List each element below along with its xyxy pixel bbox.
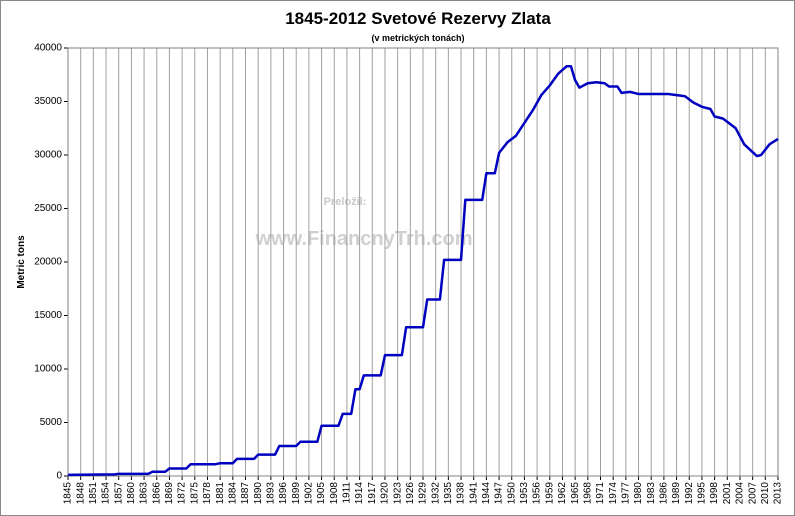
x-tick-label: 1956 [532, 482, 543, 505]
x-tick-label: 1920 [380, 482, 391, 505]
x-tick-label: 1935 [443, 482, 454, 505]
x-tick-label: 1890 [253, 482, 264, 505]
x-tick-label: 1941 [468, 482, 479, 505]
plot-frame [67, 47, 779, 477]
x-tick-label: 1971 [595, 482, 606, 505]
y-tick-label: 30000 [34, 150, 62, 161]
x-tick-label: 2004 [735, 482, 746, 505]
x-tick-label: 1869 [164, 482, 175, 505]
x-tick-label: 1896 [278, 482, 289, 505]
x-tick-label: 1980 [633, 482, 644, 505]
x-tick-label: 1977 [620, 482, 631, 505]
x-tick-label: 1899 [291, 482, 302, 505]
x-tick-label: 2007 [747, 482, 758, 505]
x-tick-label: 1863 [139, 482, 150, 505]
x-tick-label: 1866 [151, 482, 162, 505]
x-tick-label: 1914 [354, 482, 365, 505]
x-tick-label: 1995 [697, 482, 708, 505]
x-tick-label: 1905 [316, 482, 327, 505]
x-tick-label: 1893 [265, 482, 276, 505]
watermark: www.FinancnyTrh.com [254, 228, 472, 250]
x-tick-label: 1938 [456, 482, 467, 505]
x-tick-label: 1851 [88, 482, 99, 505]
x-tick-label: 1986 [659, 482, 670, 505]
y-tick-label: 5000 [40, 417, 63, 428]
x-tick-label: 1974 [608, 482, 619, 505]
x-tick-label: 1878 [202, 482, 213, 505]
x-tick-label: 1908 [329, 482, 340, 505]
x-tick-label: 1881 [215, 482, 226, 505]
x-tick-label: 1929 [418, 482, 429, 505]
x-tick-label: 1857 [113, 482, 124, 505]
x-tick-label: 2010 [760, 482, 771, 505]
x-tick-label: 1932 [430, 482, 441, 505]
x-tick-label: 1953 [519, 482, 530, 505]
x-tick-label: 1959 [544, 482, 555, 505]
x-tick-label: 2013 [773, 482, 784, 505]
y-tick-label: 25000 [34, 203, 62, 214]
y-tick-label: 20000 [34, 257, 62, 268]
data-line [67, 64, 779, 477]
x-tick-label: 1845 [63, 482, 74, 505]
chart-title: 1845-2012 Svetové Rezervy Zlata [285, 9, 551, 28]
x-tick-label: 1950 [506, 482, 517, 505]
x-tick-label: 1911 [342, 482, 353, 504]
x-tick-label: 1872 [177, 482, 188, 505]
x-tick-label: 1917 [367, 482, 378, 505]
x-tick-label: 1884 [227, 482, 238, 505]
x-tick-label: 1848 [75, 482, 86, 505]
y-tick-label: 15000 [34, 310, 62, 321]
y-axis-label: Metric tons [16, 235, 27, 289]
x-tick-label: 1887 [240, 482, 251, 505]
x-tick-label: 1947 [494, 482, 505, 505]
x-tick-label: 1998 [709, 482, 720, 505]
y-tick-label: 35000 [34, 96, 62, 107]
y-tick-label: 10000 [34, 364, 62, 375]
x-tick-label: 1902 [304, 482, 315, 505]
x-tick-label: 1965 [570, 482, 581, 505]
y-tick-label: 40000 [34, 43, 62, 54]
x-tick-label: 1926 [405, 482, 416, 505]
x-tick-label: 1944 [481, 482, 492, 505]
x-tick-label: 1962 [557, 482, 568, 505]
x-tick-label: 1968 [582, 482, 593, 505]
x-tick-label: 1989 [671, 482, 682, 505]
x-tick-label: 1860 [126, 482, 137, 505]
x-tick-label: 1854 [101, 482, 112, 505]
x-tick-label: 1983 [646, 482, 657, 505]
x-tick-label: 1992 [684, 482, 695, 505]
x-tick-label: 1923 [392, 482, 403, 505]
y-tick-label: 0 [56, 471, 62, 482]
x-tick-label: 2001 [722, 482, 733, 505]
chart-subtitle: (v metrických tonách) [371, 33, 464, 43]
x-tick-label: 1875 [189, 482, 200, 505]
